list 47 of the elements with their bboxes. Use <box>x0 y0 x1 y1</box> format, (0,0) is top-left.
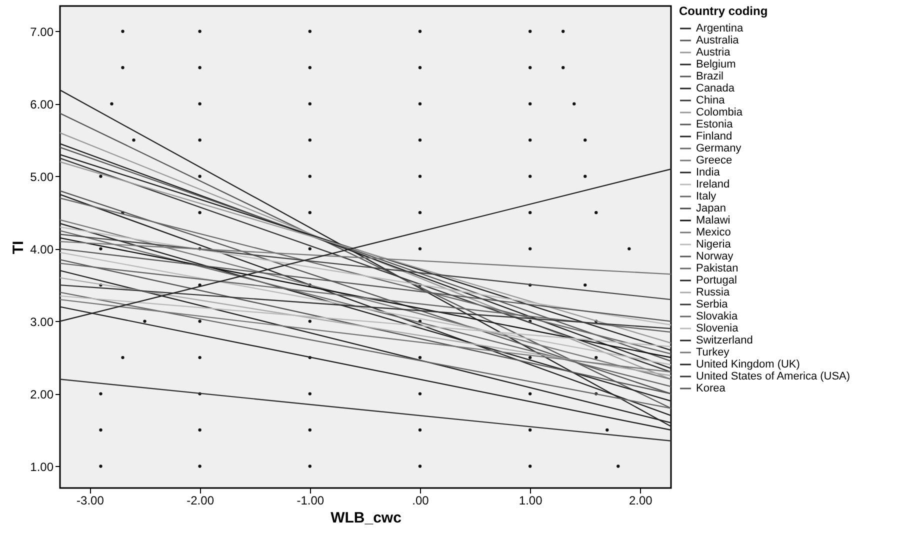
x-tick-label: 1.00 <box>518 494 543 508</box>
legend-label: Finland <box>696 130 732 142</box>
y-tick-label: 3.00 <box>30 314 54 329</box>
legend-label: Estonia <box>696 118 734 130</box>
y-axis-title: TI <box>10 240 28 254</box>
legend-label: Austria <box>696 46 732 58</box>
legend-label: China <box>696 94 726 106</box>
y-tick-label: 5.00 <box>30 170 54 184</box>
legend-label: Argentina <box>696 22 744 34</box>
y-tick-label: 7.00 <box>30 24 54 39</box>
legend-label: United Kingdom (UK) <box>696 358 800 370</box>
x-tick-label: 2.00 <box>628 494 653 508</box>
legend-label: Turkey <box>696 346 730 358</box>
legend-label: United States of America (USA) <box>696 370 850 382</box>
legend-title: Country coding <box>679 4 768 18</box>
y-tick-label: 2.00 <box>30 387 54 402</box>
legend-label: Greece <box>696 154 732 166</box>
legend-label: Brazil <box>696 70 724 82</box>
legend-label: Switzerland <box>696 334 753 346</box>
legend-label: Slovakia <box>696 310 738 322</box>
legend-label: Ireland <box>696 178 730 190</box>
legend-label: Japan <box>696 202 726 214</box>
legend-label: India <box>696 166 721 178</box>
x-tick-label: -2.00 <box>186 494 214 508</box>
legend-label: Slovenia <box>696 322 740 334</box>
legend-label: Colombia <box>696 106 744 118</box>
legend-label: Pakistan <box>696 262 738 274</box>
y-tick-label: 6.00 <box>30 97 54 112</box>
legend-label: Belgium <box>696 58 736 70</box>
y-tick-label: 1.00 <box>30 460 54 474</box>
legend-label: Australia <box>696 34 740 46</box>
x-tick-label: .00 <box>412 494 430 508</box>
legend-label: Mexico <box>696 226 731 238</box>
y-tick-label: 4.00 <box>30 242 54 256</box>
x-tick-label: -3.00 <box>76 494 104 508</box>
legend-label: Nigeria <box>696 238 732 250</box>
x-tick-label: -1.00 <box>296 494 324 508</box>
legend-label: Malawi <box>696 214 730 226</box>
legend-label: Korea <box>696 382 726 394</box>
legend-label: Canada <box>696 82 736 94</box>
legend-label: Germany <box>696 142 742 154</box>
legend-label: Portugal <box>696 274 737 286</box>
legend-label: Serbia <box>696 298 729 310</box>
legend-label: Russia <box>696 286 731 298</box>
x-axis-title: WLB_cwc <box>330 510 402 526</box>
legend-label: Norway <box>696 250 734 262</box>
legend-label: Italy <box>696 190 717 202</box>
